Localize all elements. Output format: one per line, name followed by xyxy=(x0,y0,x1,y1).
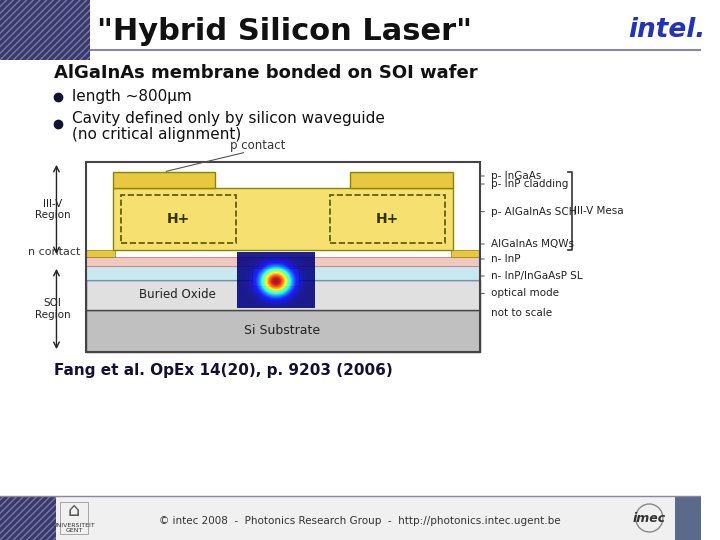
Bar xyxy=(351,172,453,188)
Bar xyxy=(113,188,453,250)
Text: H+: H+ xyxy=(166,212,190,226)
Bar xyxy=(86,280,480,310)
Bar xyxy=(330,195,445,243)
Bar xyxy=(451,250,480,257)
Bar xyxy=(60,502,88,534)
Text: not to scale: not to scale xyxy=(490,308,552,319)
Text: AlGaInAs membrane bonded on SOI wafer: AlGaInAs membrane bonded on SOI wafer xyxy=(53,64,477,82)
Text: "Hybrid Silicon Laser": "Hybrid Silicon Laser" xyxy=(97,17,472,46)
Text: p- AlGaInAs SCH: p- AlGaInAs SCH xyxy=(490,207,576,217)
Text: SOI
Region: SOI Region xyxy=(35,298,71,320)
Text: UNIVERSITEIT
GENT: UNIVERSITEIT GENT xyxy=(53,523,95,534)
Text: n- InP/InGaAsP SL: n- InP/InGaAsP SL xyxy=(490,271,582,281)
Text: Si Substrate: Si Substrate xyxy=(244,325,320,338)
Text: H+: H+ xyxy=(376,212,399,226)
Text: AlGaInAs MQWs: AlGaInAs MQWs xyxy=(490,239,574,249)
Text: © intec 2008  -  Photonics Research Group  -  http://photonics.intec.ugent.be: © intec 2008 - Photonics Research Group … xyxy=(159,516,561,526)
Text: optical mode: optical mode xyxy=(490,288,559,299)
Text: p- InP cladding: p- InP cladding xyxy=(490,179,568,189)
Text: n- InP: n- InP xyxy=(490,254,520,264)
Text: p- InGaAs: p- InGaAs xyxy=(490,171,541,181)
Bar xyxy=(86,162,480,352)
Text: Buried Oxide: Buried Oxide xyxy=(139,288,216,301)
Text: intel.: intel. xyxy=(628,17,705,43)
Bar xyxy=(252,268,299,286)
Bar xyxy=(0,496,56,540)
Text: III-V Mesa: III-V Mesa xyxy=(575,206,624,216)
Bar xyxy=(675,496,701,540)
Bar xyxy=(86,310,480,352)
Bar xyxy=(121,195,235,243)
Text: p contact: p contact xyxy=(230,139,285,152)
Bar xyxy=(113,172,215,188)
Bar xyxy=(0,496,56,540)
Bar xyxy=(86,257,480,266)
Text: imec: imec xyxy=(633,511,666,524)
Text: Fang et al. OpEx 14(20), p. 9203 (2006): Fang et al. OpEx 14(20), p. 9203 (2006) xyxy=(53,362,392,377)
Bar xyxy=(0,496,701,540)
Text: III-V
Region: III-V Region xyxy=(35,199,71,220)
Bar xyxy=(86,250,115,257)
Bar xyxy=(86,266,480,280)
Text: (no critical alignment): (no critical alignment) xyxy=(72,126,241,141)
Text: ⌂: ⌂ xyxy=(68,501,80,519)
Text: length ~800μm: length ~800μm xyxy=(72,90,192,105)
Text: n contact: n contact xyxy=(28,247,81,257)
Text: Cavity defined only by silicon waveguide: Cavity defined only by silicon waveguide xyxy=(72,111,385,125)
